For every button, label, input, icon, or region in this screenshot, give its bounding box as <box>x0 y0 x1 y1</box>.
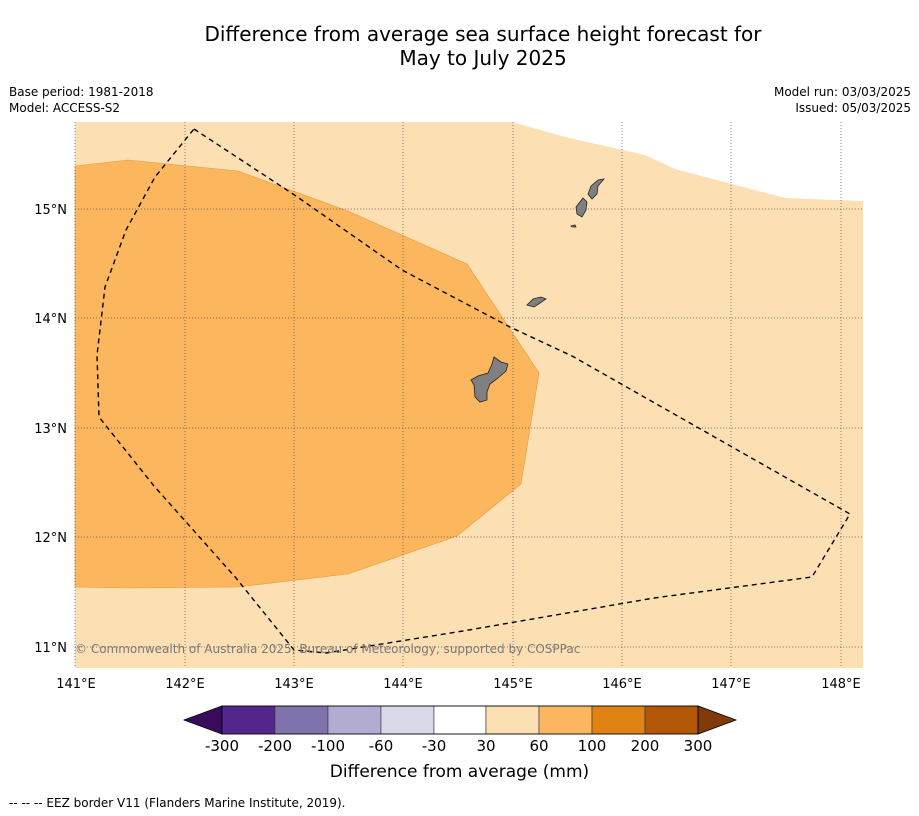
map-title-line2: May to July 2025 <box>399 46 567 70</box>
colorbar-tick-label: 100 <box>578 737 607 755</box>
colorbar-segment <box>644 705 699 735</box>
colorbar-title: Difference from average (mm) <box>329 762 590 782</box>
colorbar-segment <box>538 705 593 735</box>
colorbar-segments <box>221 705 699 735</box>
colorbar-ticks: -300 -200 -100 -60 -30 30 60 100 200 300 <box>205 737 712 755</box>
lat-label: 11°N <box>34 641 67 656</box>
lon-label: 148°E <box>821 677 861 692</box>
lon-label: 145°E <box>493 677 533 692</box>
base-period: Base period: 1981-2018 <box>9 85 154 99</box>
meta-left: Base period: 1981-2018 Model: ACCESS-S2 <box>9 84 154 116</box>
copyright-text: © Commonwealth of Australia 2025, Bureau… <box>75 642 580 656</box>
issued-date: Issued: 05/03/2025 <box>795 101 911 115</box>
colorbar-tick-label: 300 <box>684 737 713 755</box>
white-region <box>512 122 863 201</box>
island-guam <box>470 356 509 403</box>
lat-label: 15°N <box>34 203 67 218</box>
lat-label: 14°N <box>34 312 67 327</box>
lon-label: 142°E <box>165 677 205 692</box>
map-title: Difference from average sea surface heig… <box>0 22 919 70</box>
colorbar-segment <box>327 705 382 735</box>
lon-label: 141°E <box>56 677 96 692</box>
colorbar-segment <box>221 705 276 735</box>
eez-border <box>96 128 851 654</box>
colorbar: -300 -200 -100 -60 -30 30 60 100 200 300 <box>182 705 738 755</box>
island-saipan <box>587 178 606 200</box>
map-title-line1: Difference from average sea surface heig… <box>204 22 762 46</box>
islands <box>470 178 606 403</box>
lat-label: 12°N <box>34 531 67 546</box>
colorbar-frame <box>221 705 699 735</box>
lon-axis-labels: 141°E 142°E 143°E 144°E 145°E 146°E 147°… <box>56 677 861 692</box>
colorbar-tick-label: 200 <box>631 737 660 755</box>
colorbar-segment <box>485 705 540 735</box>
anomaly-region-60-100 <box>74 159 540 589</box>
model-name: Model: ACCESS-S2 <box>9 101 121 115</box>
colorbar-tick-label: 60 <box>529 737 548 755</box>
map-area: © Commonwealth of Australia 2025, Bureau… <box>74 122 863 668</box>
lon-label: 146°E <box>602 677 642 692</box>
island-tinian <box>575 197 588 218</box>
colorbar-segment <box>591 705 646 735</box>
colorbar-tick-label: 30 <box>476 737 495 755</box>
colorbar-segment <box>274 705 329 735</box>
lat-label: 13°N <box>34 422 67 437</box>
meta-right: Model run: 03/03/2025 Issued: 05/03/2025 <box>774 84 911 116</box>
island-aguijan <box>570 224 577 228</box>
colorbar-tick-label: -200 <box>258 737 292 755</box>
grid-lines <box>74 122 863 668</box>
colorbar-tick-label: -300 <box>205 737 239 755</box>
lon-label: 143°E <box>274 677 314 692</box>
colorbar-extend-high <box>697 705 738 735</box>
colorbar-tick-label: -60 <box>369 737 394 755</box>
eez-footnote: -- -- -- EEZ border V11 (Flanders Marine… <box>9 796 346 810</box>
lon-label: 147°E <box>711 677 751 692</box>
colorbar-tick-label: -100 <box>311 737 345 755</box>
lon-label: 144°E <box>383 677 423 692</box>
model-run: Model run: 03/03/2025 <box>773 85 911 99</box>
colorbar-segment <box>380 705 435 735</box>
island-rota <box>526 296 547 308</box>
colorbar-extend-low <box>182 705 223 735</box>
colorbar-segment <box>433 705 487 735</box>
lat-axis-labels: 15°N 14°N 13°N 12°N 11°N <box>34 203 67 656</box>
colorbar-tick-label: -30 <box>422 737 447 755</box>
